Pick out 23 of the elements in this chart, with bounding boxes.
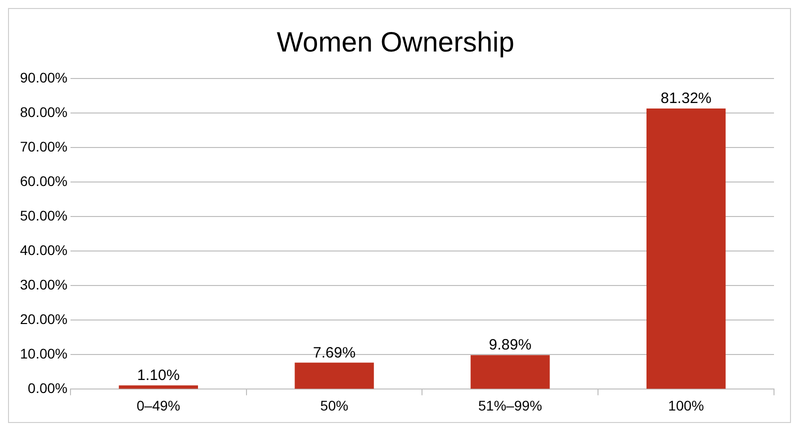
x-tick-label: 50%	[320, 397, 348, 414]
y-tick-label: 50.00%	[20, 208, 68, 224]
y-tick-label: 20.00%	[20, 311, 68, 328]
data-label: 7.69%	[313, 344, 356, 362]
y-tick-label: 40.00%	[20, 242, 68, 258]
y-tick-label: 30.00%	[20, 276, 68, 293]
y-tick-label: 90.00%	[20, 69, 68, 86]
y-tick-label: 10.00%	[20, 346, 68, 362]
y-tick-label: 0.00%	[28, 380, 68, 396]
y-tick-label: 70.00%	[20, 138, 68, 154]
bar	[118, 385, 198, 389]
bar	[294, 362, 374, 389]
data-label: 9.89%	[488, 336, 532, 354]
x-tick-label: 51%–99%	[478, 397, 542, 414]
y-tick-label: 80.00%	[20, 104, 68, 120]
chart-title: Women Ownership	[276, 26, 514, 58]
data-label: 1.10%	[137, 367, 180, 384]
bar	[470, 355, 550, 389]
y-tick-label: 60.00%	[20, 172, 68, 189]
x-tick-label: 100%	[668, 397, 704, 414]
bar	[646, 108, 726, 389]
data-label: 81.32%	[660, 90, 712, 108]
x-tick-label: 0–49%	[136, 397, 180, 414]
